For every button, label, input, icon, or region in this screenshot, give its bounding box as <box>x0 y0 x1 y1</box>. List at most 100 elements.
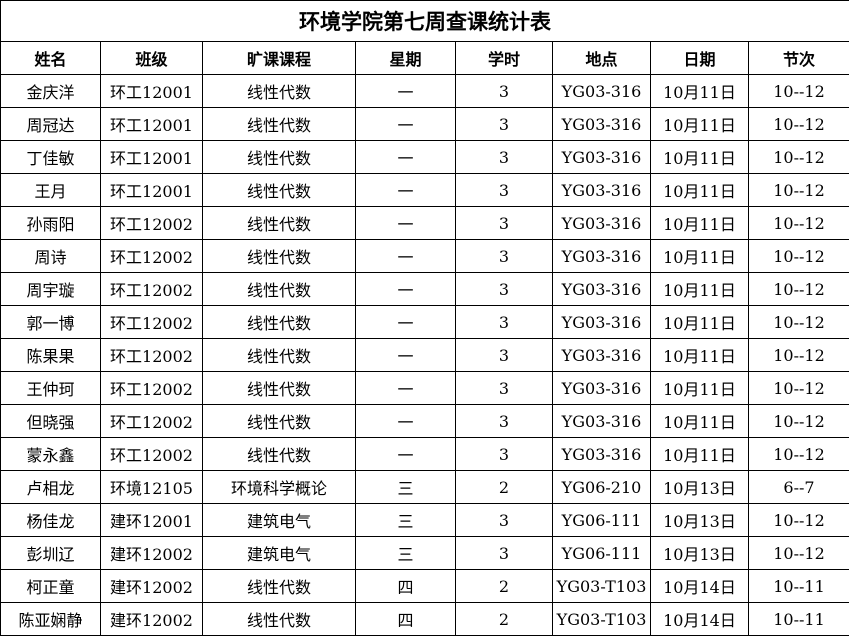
cell-location: YG03-T103 <box>552 602 651 636</box>
cell-date: 10月13日 <box>650 536 749 570</box>
table-title: 环境学院第七周查课统计表 <box>0 0 849 42</box>
cell-class: 环工12002 <box>100 239 203 273</box>
cell-course: 线性代数 <box>202 272 356 306</box>
cell-course: 线性代数 <box>202 206 356 240</box>
table-row: 柯正童 建环12002 线性代数四 2 YG03-T103 10月14日 10--11 <box>0 569 849 603</box>
cell-name: 郭一博 <box>0 305 101 339</box>
cell-location: YG03-316 <box>552 107 651 141</box>
cell-hours: 3 <box>455 437 553 471</box>
cell-date: 10月14日 <box>650 602 749 636</box>
cell-periods: 10--12 <box>748 74 849 108</box>
cell-location: YG03-316 <box>552 338 651 372</box>
cell-date: 10月11日 <box>650 338 749 372</box>
header-location: 地点 <box>552 41 651 75</box>
cell-periods: 10--12 <box>748 173 849 207</box>
cell-weekday: 三 <box>355 470 456 504</box>
header-course: 旷课课程 <box>202 41 356 75</box>
cell-weekday: 一 <box>355 107 456 141</box>
cell-weekday: 一 <box>355 404 456 438</box>
cell-weekday: 一 <box>355 338 456 372</box>
cell-weekday: 一 <box>355 173 456 207</box>
cell-class: 环工12001 <box>100 173 203 207</box>
cell-hours: 3 <box>455 140 553 174</box>
cell-weekday: 一 <box>355 437 456 471</box>
cell-hours: 3 <box>455 305 553 339</box>
cell-location: YG03-316 <box>552 173 651 207</box>
cell-course: 线性代数 <box>202 338 356 372</box>
cell-course: 线性代数 <box>202 569 356 603</box>
cell-periods: 10--12 <box>748 404 849 438</box>
cell-hours: 3 <box>455 239 553 273</box>
table-row: 周冠达 环工12001 线性代数一 3 YG03-316 10月11日 10--12 <box>0 107 849 141</box>
cell-class: 建环12002 <box>100 536 203 570</box>
cell-periods: 10--12 <box>748 206 849 240</box>
cell-name: 金庆洋 <box>0 74 101 108</box>
cell-date: 10月13日 <box>650 470 749 504</box>
cell-weekday: 四 <box>355 569 456 603</box>
cell-weekday: 一 <box>355 305 456 339</box>
cell-weekday: 一 <box>355 206 456 240</box>
header-weekday: 星期 <box>355 41 456 75</box>
cell-name: 丁佳敏 <box>0 140 101 174</box>
cell-periods: 10--12 <box>748 239 849 273</box>
cell-course: 线性代数 <box>202 371 356 405</box>
cell-course: 线性代数 <box>202 404 356 438</box>
cell-location: YG03-316 <box>552 239 651 273</box>
cell-class: 环工12001 <box>100 74 203 108</box>
cell-periods: 10--11 <box>748 569 849 603</box>
cell-date: 10月13日 <box>650 503 749 537</box>
table-row: 蒙永鑫 环工12002 线性代数一 3 YG03-316 10月11日 10--12 <box>0 437 849 471</box>
cell-hours: 3 <box>455 173 553 207</box>
cell-name: 陈亚娴静 <box>0 602 101 636</box>
cell-periods: 10--11 <box>748 602 849 636</box>
cell-date: 10月11日 <box>650 371 749 405</box>
cell-location: YG06-111 <box>552 536 651 570</box>
cell-course: 建筑电气 <box>202 536 356 570</box>
cell-name: 周宇璇 <box>0 272 101 306</box>
cell-location: YG03-316 <box>552 437 651 471</box>
cell-hours: 2 <box>455 569 553 603</box>
cell-course: 线性代数 <box>202 239 356 273</box>
cell-course: 线性代数 <box>202 74 356 108</box>
cell-name: 周冠达 <box>0 107 101 141</box>
cell-periods: 10--12 <box>748 371 849 405</box>
cell-name: 孙雨阳 <box>0 206 101 240</box>
cell-date: 10月11日 <box>650 404 749 438</box>
table-row: 陈亚娴静 建环12002 线性代数四 2 YG03-T103 10月14日 10--11 <box>0 602 849 636</box>
cell-weekday: 三 <box>355 503 456 537</box>
cell-hours: 3 <box>455 74 553 108</box>
cell-location: YG03-316 <box>552 74 651 108</box>
cell-date: 10月11日 <box>650 107 749 141</box>
cell-periods: 10--12 <box>748 503 849 537</box>
cell-name: 蒙永鑫 <box>0 437 101 471</box>
cell-location: YG03-T103 <box>552 569 651 603</box>
cell-class: 建环12002 <box>100 569 203 603</box>
cell-class: 环工12001 <box>100 140 203 174</box>
cell-name: 彭圳辽 <box>0 536 101 570</box>
cell-periods: 6--7 <box>748 470 849 504</box>
cell-date: 10月11日 <box>650 305 749 339</box>
cell-date: 10月11日 <box>650 74 749 108</box>
cell-class: 环工12002 <box>100 371 203 405</box>
table-row: 郭一博 环工12002 线性代数一 3 YG03-316 10月11日 10--12 <box>0 305 849 339</box>
cell-location: YG03-316 <box>552 272 651 306</box>
cell-name: 但晓强 <box>0 404 101 438</box>
cell-hours: 2 <box>455 602 553 636</box>
cell-weekday: 一 <box>355 74 456 108</box>
cell-name: 柯正童 <box>0 569 101 603</box>
cell-periods: 10--12 <box>748 140 849 174</box>
cell-periods: 10--12 <box>748 338 849 372</box>
cell-location: YG03-316 <box>552 404 651 438</box>
table-row: 王仲珂 环工12002 线性代数一 3 YG03-316 10月11日 10--12 <box>0 371 849 405</box>
cell-location: YG03-316 <box>552 305 651 339</box>
cell-class: 环工12002 <box>100 404 203 438</box>
cell-hours: 3 <box>455 206 553 240</box>
table-row: 周诗 环工12002 线性代数一 3 YG03-316 10月11日 10--12 <box>0 239 849 273</box>
cell-class: 建环12002 <box>100 602 203 636</box>
cell-date: 10月14日 <box>650 569 749 603</box>
cell-weekday: 一 <box>355 371 456 405</box>
table-row: 丁佳敏 环工12001 线性代数一 3 YG03-316 10月11日 10--12 <box>0 140 849 174</box>
cell-course: 环境科学概论 <box>202 470 356 504</box>
header-class: 班级 <box>100 41 203 75</box>
cell-name: 周诗 <box>0 239 101 273</box>
